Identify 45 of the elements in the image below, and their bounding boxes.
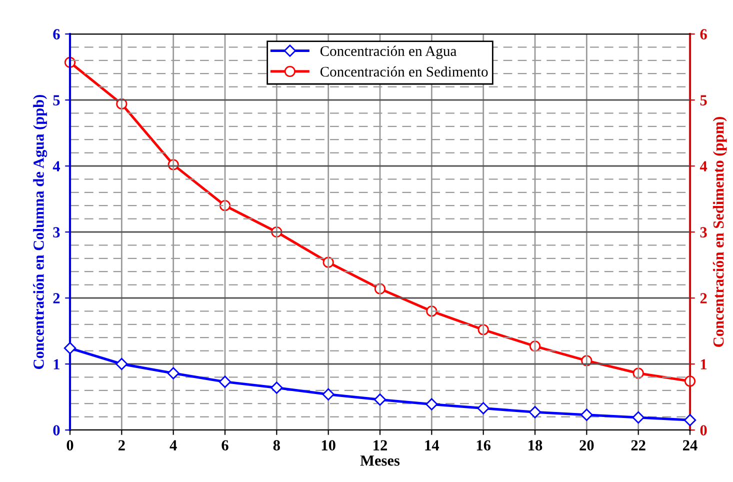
point [477, 402, 490, 414]
y2-tick-label: 2 [700, 293, 707, 304]
y2-tick-label: 6 [700, 29, 707, 40]
y2-tick-label: 1 [700, 359, 707, 370]
point [270, 382, 283, 394]
x-tick-label: 14 [425, 440, 440, 450]
point [528, 406, 542, 418]
x-tick-label: 4 [170, 440, 177, 450]
x-tick-label: 16 [476, 440, 491, 450]
x-tick-label: 8 [273, 440, 280, 450]
y2-tick-label: 0 [700, 425, 707, 436]
x-tick-label: 20 [580, 440, 594, 450]
y2-axis-title: Concentración en Sedimento (ppm) [712, 117, 727, 347]
y-tick-label: 6 [53, 29, 60, 40]
y-axis-title: Concentración en Columna de Agua (ppb) [33, 94, 48, 369]
point [684, 414, 696, 426]
y-tick-label: 4 [52, 161, 60, 172]
x-tick-label: 10 [322, 440, 336, 450]
x-tick-label: 24 [683, 440, 698, 450]
x-axis-title: Meses [360, 456, 400, 466]
y2-tick-label: 4 [700, 161, 708, 172]
x-tick-label: 18 [528, 440, 542, 450]
point [374, 394, 386, 406]
y2-tick-label: 3 [700, 227, 707, 238]
point [426, 398, 438, 410]
x-tick-label: 22 [631, 440, 646, 450]
point [116, 358, 128, 370]
x-tick-label: 6 [222, 440, 228, 450]
y-tick-label: 2 [53, 293, 60, 304]
y-tick-label: 5 [53, 95, 60, 106]
point [64, 342, 76, 354]
point [580, 408, 593, 421]
point [218, 376, 232, 388]
y-tick-label: 1 [54, 359, 60, 370]
x-tick-label: 12 [374, 440, 387, 450]
y2-tick-label: 5 [700, 95, 707, 106]
y-tick-label: 0 [53, 425, 60, 436]
point [167, 367, 180, 380]
x-tick-label: 0 [66, 440, 74, 450]
x-tick-label: 2 [118, 440, 125, 450]
point [322, 388, 334, 400]
legend-label: Concentración en Sedimento [320, 66, 488, 77]
legend-label: Concentración en Agua [320, 46, 457, 60]
point [632, 411, 644, 424]
y-tick-label: 3 [53, 227, 60, 238]
